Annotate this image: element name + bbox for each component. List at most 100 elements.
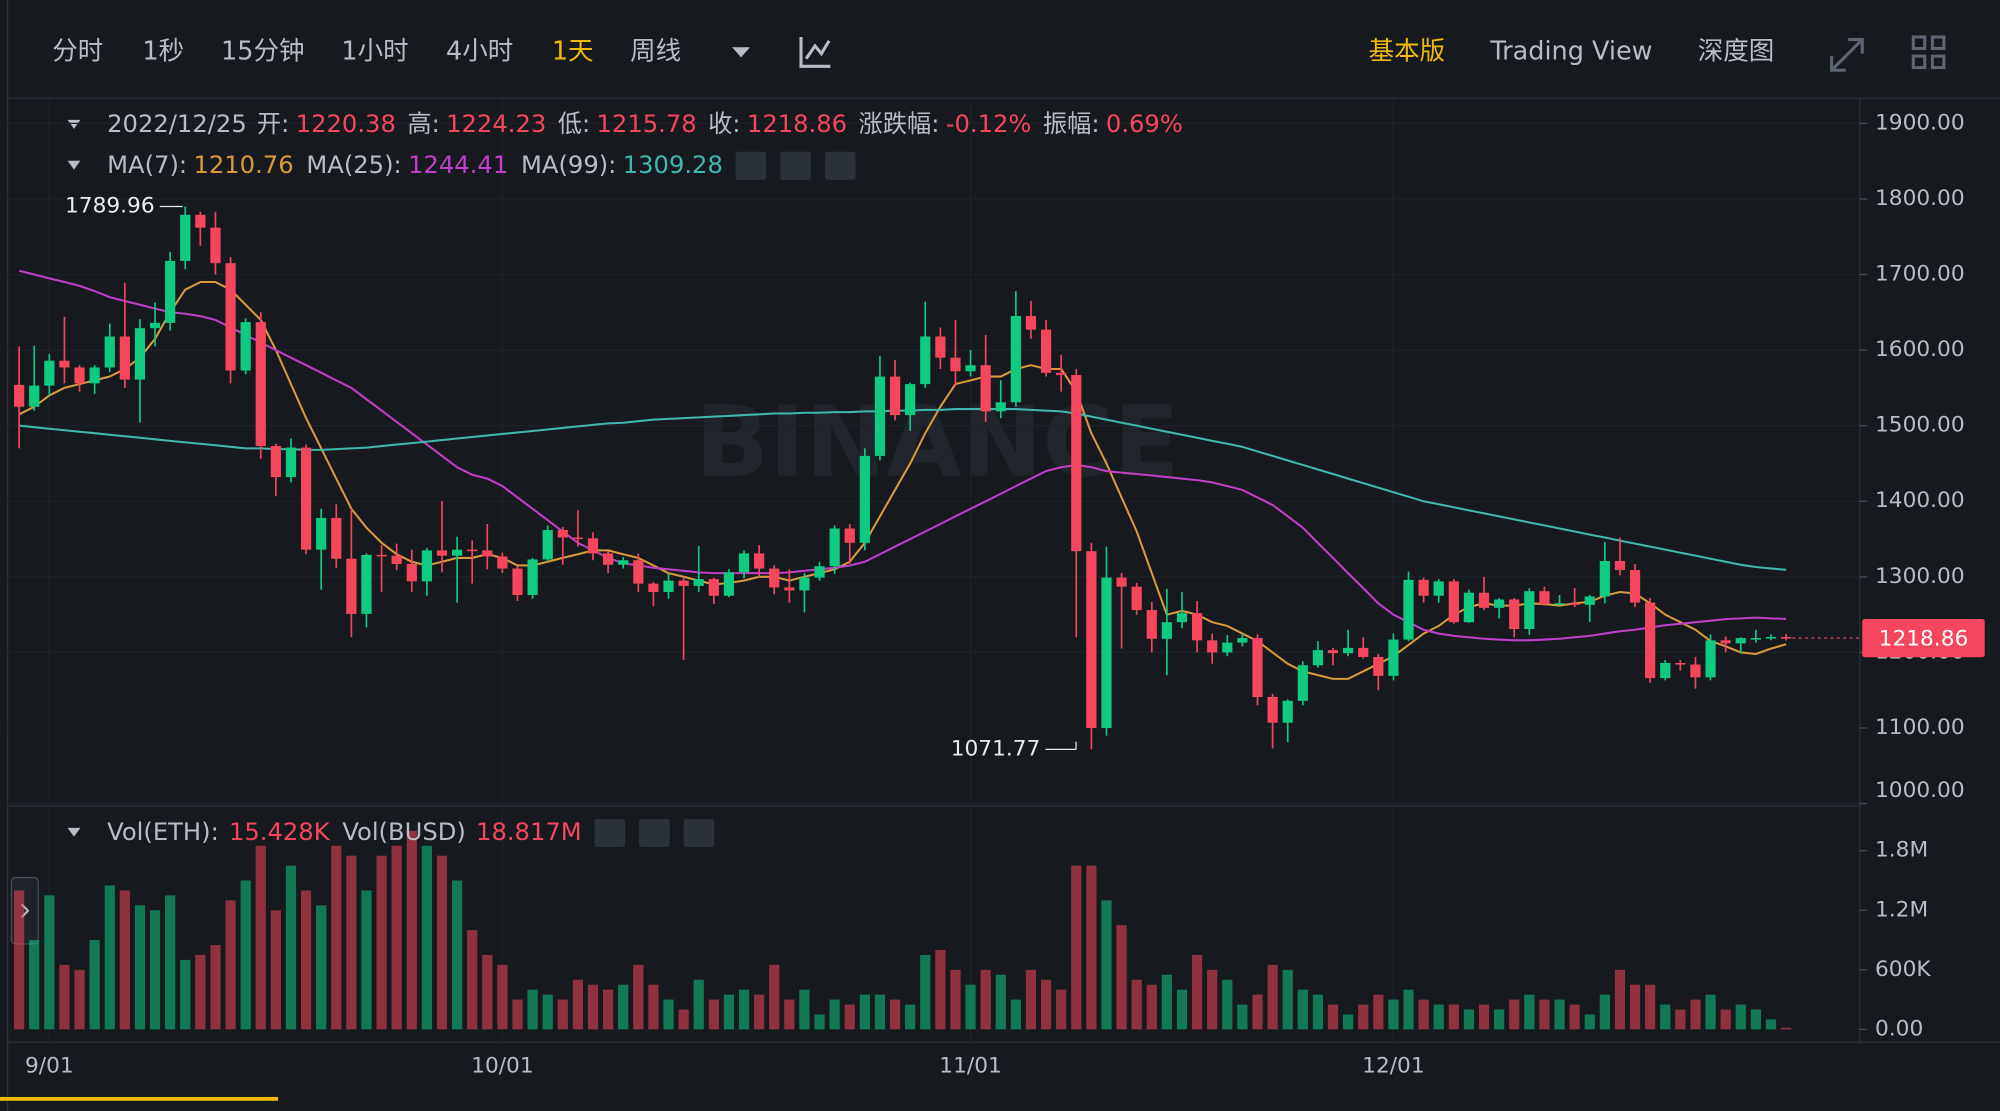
interval-tab[interactable]: 1秒 xyxy=(142,36,184,66)
change-label: 涨跌幅: xyxy=(859,110,940,138)
layout-icon[interactable] xyxy=(1911,35,1946,70)
legend-control[interactable] xyxy=(639,818,670,847)
candle-body xyxy=(436,550,448,556)
interval-tab[interactable]: 15分钟 xyxy=(221,36,304,66)
x-tick-label: 9/01 xyxy=(25,1053,74,1078)
candle-body xyxy=(769,568,780,588)
candle-body xyxy=(225,263,236,371)
candle-body xyxy=(391,555,402,564)
candle-body xyxy=(134,328,146,380)
volume-bar xyxy=(1373,994,1384,1030)
volume-bar xyxy=(361,890,372,1030)
volume-bar xyxy=(1358,1004,1369,1030)
candle-body xyxy=(1267,697,1278,723)
y-tick-label: 1400.00 xyxy=(1875,488,1965,513)
volume-bar xyxy=(874,994,886,1030)
collapse-toggle[interactable] xyxy=(67,119,81,129)
volume-bar xyxy=(210,945,221,1030)
candle-body xyxy=(361,554,372,614)
volume-tick-label: 1.2M xyxy=(1875,897,1928,922)
candle-body xyxy=(1025,316,1037,330)
legend-control[interactable] xyxy=(824,151,856,180)
scroll-indicator[interactable] xyxy=(0,1096,279,1101)
volume-bar xyxy=(300,890,312,1030)
volume-bar xyxy=(1343,1014,1354,1030)
volume-bar xyxy=(935,949,946,1030)
ohlc-value: 1218.86 xyxy=(747,110,847,138)
candle-body xyxy=(240,322,251,371)
volume-bar xyxy=(859,994,870,1030)
legend-control[interactable] xyxy=(594,818,626,847)
interval-tab[interactable]: 1小时 xyxy=(341,36,408,66)
candle-body xyxy=(618,560,629,565)
volume-bar xyxy=(270,910,281,1030)
volume-legend-label: Vol(ETH): xyxy=(107,818,219,846)
candle-body xyxy=(1040,329,1052,373)
candle-body xyxy=(633,560,644,584)
candle-body xyxy=(149,322,161,329)
view-tab[interactable]: Trading View xyxy=(1489,36,1652,66)
candle-body xyxy=(14,384,25,407)
interval-tab[interactable]: 4小时 xyxy=(446,36,513,66)
candle-body xyxy=(844,528,855,543)
candle-body xyxy=(300,447,312,550)
interval-tab[interactable]: 1天 xyxy=(552,36,594,66)
header-date: 2022/12/25 xyxy=(107,110,247,138)
candle-body xyxy=(285,447,297,478)
volume-bar xyxy=(512,999,523,1030)
indicator-icon[interactable] xyxy=(799,37,831,68)
ohlc-label: 开: xyxy=(257,110,289,138)
candle-body xyxy=(920,336,931,385)
volume-bar xyxy=(965,984,976,1030)
moving-average-line xyxy=(18,269,1787,642)
y-tick-label: 1600.00 xyxy=(1875,337,1965,362)
collapse-toggle[interactable] xyxy=(67,160,81,170)
candle-body xyxy=(1056,372,1067,376)
volume-bar xyxy=(799,989,810,1030)
candle-body xyxy=(905,384,916,416)
interval-tab[interactable]: 分时 xyxy=(52,36,103,66)
volume-bar xyxy=(678,1009,689,1030)
candle-body xyxy=(859,455,870,543)
volume-legend-value: 18.817M xyxy=(476,818,582,846)
volume-bar xyxy=(603,989,614,1030)
volume-bar xyxy=(1463,1009,1475,1030)
candle-body xyxy=(708,579,719,596)
interval-tab[interactable]: 周线 xyxy=(630,36,681,66)
candle-body xyxy=(965,365,976,372)
collapse-toggle[interactable] xyxy=(67,827,81,837)
candle-body xyxy=(995,402,1006,412)
ohlc-label: 低: xyxy=(558,110,590,138)
volume-bar xyxy=(1750,1009,1761,1030)
candle-body xyxy=(1161,622,1172,639)
candle-body xyxy=(1705,640,1716,678)
ohlc-label: 高: xyxy=(407,110,439,138)
volume-bar xyxy=(1554,999,1565,1030)
volume-bar xyxy=(1599,994,1610,1030)
ohlc-value: 1220.38 xyxy=(296,110,396,138)
volume-bar xyxy=(1675,1009,1686,1030)
volume-bar xyxy=(950,969,961,1030)
interval-dropdown[interactable] xyxy=(732,47,750,58)
fullscreen-icon[interactable] xyxy=(1830,38,1864,72)
volume-bar xyxy=(1569,1004,1580,1030)
volume-bar xyxy=(754,994,765,1030)
candle-body xyxy=(889,376,901,416)
legend-control[interactable] xyxy=(735,151,767,180)
legend-control[interactable] xyxy=(683,818,715,847)
volume-bar xyxy=(618,984,629,1030)
candle-body xyxy=(1010,316,1021,403)
legend-control[interactable] xyxy=(780,151,811,180)
volume-bar xyxy=(134,905,146,1030)
volume-bar xyxy=(436,855,448,1030)
volume-bar xyxy=(1433,1004,1444,1030)
volume-bar xyxy=(1735,1004,1746,1030)
view-tab[interactable]: 基本版 xyxy=(1369,36,1446,66)
y-tick-label: 1900.00 xyxy=(1875,110,1965,135)
view-tab[interactable]: 深度图 xyxy=(1698,36,1775,66)
volume-bar xyxy=(527,989,538,1030)
candle-body xyxy=(29,385,40,407)
candle-body xyxy=(587,538,599,554)
volume-bar xyxy=(1494,1009,1505,1030)
